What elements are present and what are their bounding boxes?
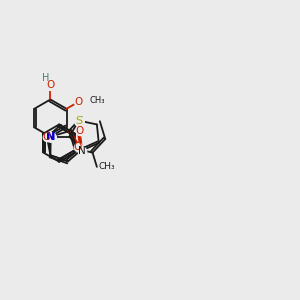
Text: O: O [74,142,82,152]
Text: O: O [76,126,84,136]
Text: O: O [43,132,51,142]
Text: N: N [46,132,56,142]
Text: O: O [46,80,55,90]
Text: O: O [74,97,83,107]
Text: H: H [42,73,50,83]
Text: N: N [78,146,86,155]
Text: CH₃: CH₃ [98,162,115,171]
Text: N: N [46,132,56,142]
Text: S: S [75,116,82,126]
Text: CH₃: CH₃ [89,96,105,105]
